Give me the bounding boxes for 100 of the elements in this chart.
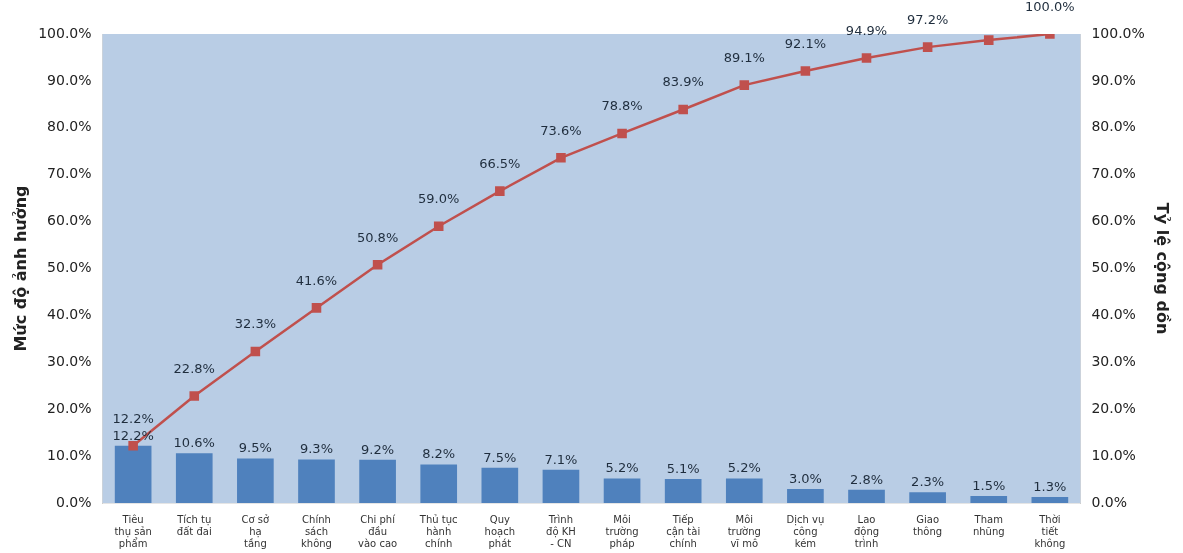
y-tick-label: 100.0%	[38, 24, 92, 41]
y2-tick-label: 100.0%	[1091, 24, 1145, 41]
y2-tick-label: 80.0%	[1091, 118, 1136, 135]
y2-axis-title: Tỷ lệ cộng dồn	[1153, 202, 1173, 335]
point	[983, 35, 994, 45]
y2-tick-label: 90.0%	[1091, 71, 1136, 88]
data-label: 2.8%	[850, 471, 884, 487]
data-label: 5.1%	[666, 460, 700, 476]
x-tick-label: Thủ tục hành chính	[418, 513, 458, 549]
y2-tick-label: 10.0%	[1091, 446, 1136, 463]
y-tick-label: 20.0%	[47, 399, 92, 416]
y-tick-label: 40.0%	[47, 306, 92, 323]
data-label: 7.1%	[544, 451, 578, 467]
data-label: 5.2%	[727, 460, 761, 476]
data-label: 8.2%	[422, 446, 456, 462]
x-tick-label: Trình độ KH - CN	[546, 513, 576, 549]
data-label: 100.0%	[1025, 0, 1075, 14]
x-tick-label: Chi phí đầu vào cao	[358, 513, 398, 549]
data-label: 89.1%	[723, 50, 765, 65]
point	[739, 80, 750, 90]
point	[128, 441, 138, 451]
data-label: 9.5%	[238, 440, 272, 456]
y-tick-label: 70.0%	[47, 165, 92, 182]
point	[311, 303, 322, 313]
y-tick-label: 30.0%	[47, 352, 92, 369]
bar	[298, 459, 335, 503]
bar	[970, 495, 1008, 503]
y2-tick-label: 70.0%	[1091, 165, 1136, 182]
data-label: 73.6%	[540, 122, 582, 138]
data-label: 1.3%	[1033, 478, 1067, 494]
x-tick-label: Chính sách không	[301, 513, 332, 549]
y2-tick-label: 0.0%	[1091, 493, 1127, 510]
y-axis-title: Mức độ ảnh hưởng	[10, 185, 30, 352]
bar	[787, 488, 824, 503]
point	[922, 42, 933, 52]
data-label: 2.3%	[911, 474, 945, 490]
data-label: 32.3%	[234, 316, 277, 332]
x-tick-label: Lao động trình	[853, 513, 880, 549]
bar	[420, 464, 458, 503]
bar	[848, 489, 885, 503]
data-label: 3.0%	[788, 470, 822, 486]
data-label: 50.8%	[356, 229, 399, 245]
point	[372, 259, 383, 270]
data-label: 92.1%	[784, 35, 827, 51]
point	[556, 153, 566, 163]
y-tick-label: 60.0%	[47, 212, 92, 229]
bar	[175, 453, 213, 503]
x-tick-label: Quy hoạch phát	[484, 513, 516, 549]
data-label: 22.8%	[173, 360, 215, 376]
x-tick-label: Cơ sở hạ tầng	[241, 513, 271, 549]
y2-tick-label: 40.0%	[1091, 306, 1136, 323]
data-label: 5.2%	[605, 460, 639, 476]
bar	[603, 478, 641, 503]
x-tick-label: Môi trường vĩ mô	[727, 513, 761, 549]
y-tick-label: 90.0%	[47, 71, 92, 88]
y2-tick-label: 60.0%	[1091, 212, 1136, 229]
y-tick-label: 80.0%	[47, 118, 92, 135]
point	[617, 128, 627, 139]
y-tick-label: 10.0%	[47, 446, 92, 463]
bar	[1031, 496, 1069, 503]
data-label: 12.2%	[112, 410, 154, 426]
data-label: 41.6%	[295, 272, 338, 288]
data-label: 7.5%	[483, 449, 517, 465]
data-label: 97.2%	[906, 12, 949, 28]
data-label: 1.5%	[972, 477, 1006, 493]
data-label: 59.0%	[418, 191, 460, 207]
x-tick-label: Tích tụ đất đai	[176, 513, 212, 537]
x-tick-label: Môi trường pháp	[605, 513, 639, 549]
y-tick-label: 50.0%	[47, 259, 92, 276]
y2-tick-label: 20.0%	[1091, 399, 1136, 416]
x-tick-label: Dịch vụ công kém	[786, 513, 825, 549]
data-label: 83.9%	[662, 74, 704, 90]
bar	[114, 445, 152, 503]
bar	[664, 479, 702, 503]
data-label: 66.5%	[479, 155, 521, 171]
data-label: 10.6%	[173, 435, 215, 451]
point	[495, 186, 505, 196]
data-label: 9.2%	[361, 441, 395, 457]
x-tick-label: Tham nhũng	[972, 513, 1005, 537]
bar	[359, 459, 396, 503]
y-tick-label: 0.0%	[56, 493, 92, 510]
point	[189, 391, 200, 401]
data-label: 9.3%	[299, 441, 333, 457]
point	[800, 66, 811, 76]
y2-tick-label: 30.0%	[1091, 352, 1136, 369]
bar	[481, 467, 519, 503]
bar	[725, 478, 763, 503]
x-tick-label: Tiếp cận tài chính	[666, 513, 701, 549]
y2-tick-label: 50.0%	[1091, 259, 1136, 276]
bar	[909, 492, 946, 503]
point	[861, 53, 872, 63]
bar	[237, 458, 274, 503]
x-tick-label: Thời tiết không	[1034, 513, 1066, 549]
point	[433, 221, 444, 232]
data-label: 94.9%	[845, 22, 888, 38]
bar	[542, 469, 580, 503]
point	[678, 104, 688, 115]
x-tick-label: Giao thông	[913, 513, 943, 537]
point	[250, 346, 261, 357]
data-label: 78.8%	[601, 98, 643, 114]
